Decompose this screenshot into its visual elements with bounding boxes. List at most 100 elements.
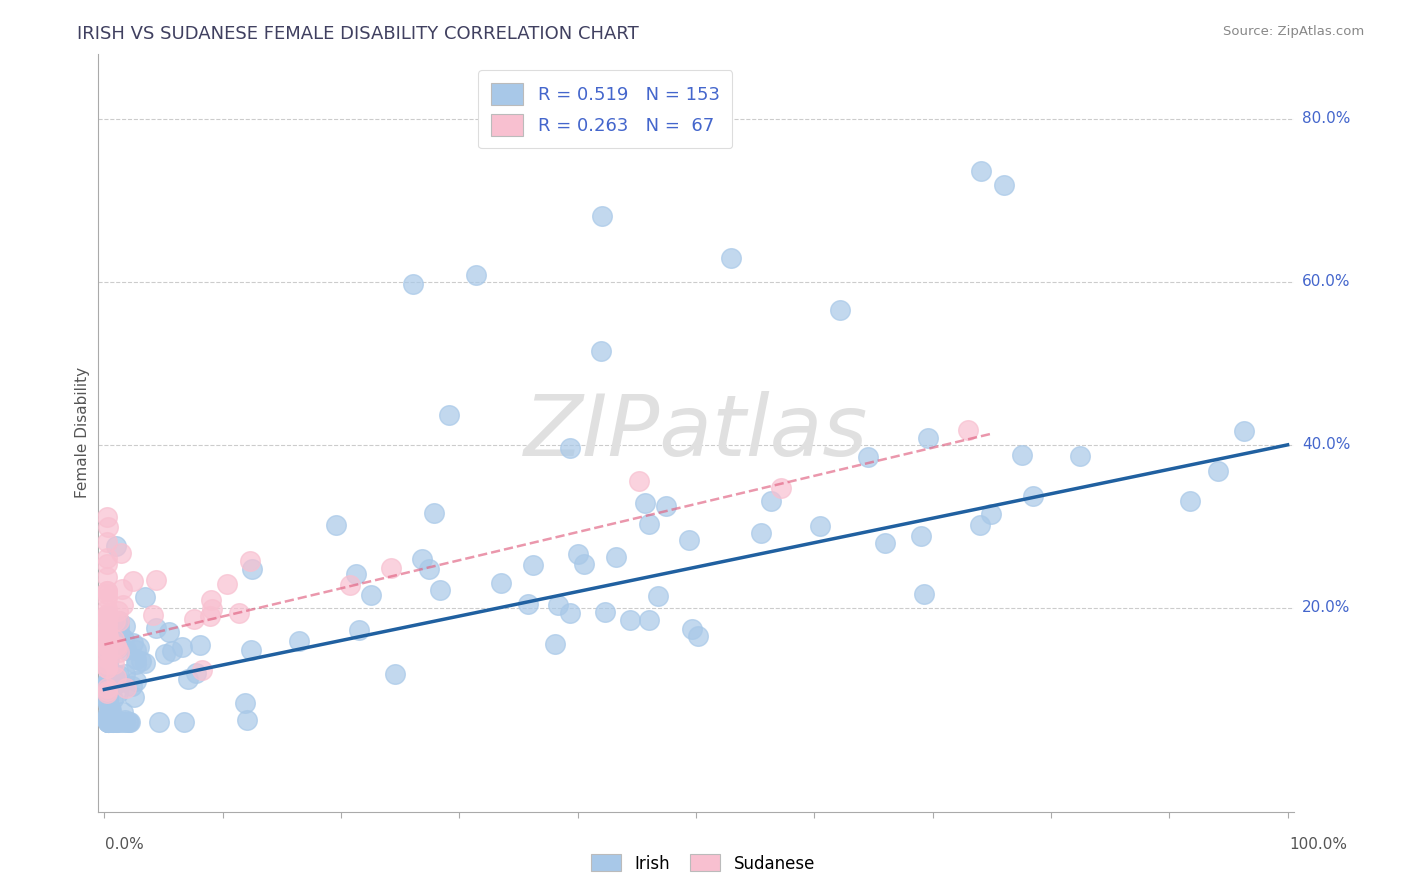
Point	[96, 557, 118, 571]
Point	[98, 676, 121, 690]
Point	[97, 641, 120, 656]
Point	[134, 590, 156, 604]
Point	[759, 494, 782, 508]
Point	[155, 648, 177, 662]
Point	[96, 608, 118, 623]
Point	[103, 679, 125, 693]
Point	[96, 648, 118, 662]
Point	[574, 557, 596, 571]
Point	[917, 431, 939, 445]
Point	[122, 636, 145, 650]
Text: 100.0%: 100.0%	[1289, 838, 1347, 852]
Point	[423, 506, 446, 520]
Point	[97, 641, 120, 656]
Point	[97, 612, 120, 626]
Point	[96, 661, 118, 675]
Point	[638, 516, 661, 531]
Point	[380, 561, 402, 575]
Point	[96, 616, 118, 631]
Point	[1180, 493, 1202, 508]
Point	[628, 474, 651, 488]
Point	[105, 714, 128, 729]
Point	[96, 686, 118, 700]
Point	[97, 713, 120, 727]
Point	[122, 690, 145, 705]
Point	[114, 667, 136, 681]
Point	[97, 687, 120, 701]
Point	[993, 178, 1015, 193]
Point	[117, 714, 139, 729]
Point	[96, 626, 118, 640]
Text: 80.0%: 80.0%	[1302, 112, 1350, 127]
Point	[655, 500, 678, 514]
Point	[957, 423, 980, 437]
Point	[107, 614, 129, 628]
Point	[97, 714, 120, 729]
Point	[638, 613, 661, 627]
Point	[97, 637, 120, 651]
Point	[103, 714, 125, 729]
Text: 40.0%: 40.0%	[1302, 437, 1350, 452]
Text: ZIPatlas: ZIPatlas	[524, 391, 868, 475]
Point	[114, 714, 136, 729]
Point	[101, 673, 124, 688]
Point	[97, 714, 120, 729]
Point	[105, 714, 128, 729]
Point	[97, 608, 120, 623]
Point	[970, 163, 993, 178]
Point	[96, 584, 118, 599]
Point	[190, 663, 212, 677]
Point	[96, 630, 118, 644]
Point	[769, 481, 792, 495]
Point	[589, 343, 612, 358]
Point	[114, 714, 136, 728]
Point	[183, 612, 205, 626]
Point	[108, 620, 131, 634]
Point	[97, 695, 120, 709]
Point	[134, 656, 156, 670]
Point	[344, 567, 367, 582]
Point	[96, 591, 118, 605]
Point	[97, 714, 120, 729]
Point	[112, 705, 135, 719]
Point	[96, 681, 118, 695]
Point	[605, 550, 627, 565]
Point	[103, 624, 125, 639]
Point	[107, 641, 129, 656]
Point	[97, 520, 120, 534]
Point	[125, 674, 148, 689]
Point	[97, 709, 120, 723]
Point	[97, 654, 120, 668]
Point	[97, 637, 120, 651]
Point	[856, 450, 879, 464]
Point	[96, 570, 118, 584]
Point	[1011, 448, 1033, 462]
Point	[157, 624, 180, 639]
Point	[97, 651, 120, 665]
Point	[112, 632, 135, 647]
Point	[1069, 449, 1091, 463]
Point	[97, 688, 120, 702]
Point	[619, 613, 641, 627]
Point	[104, 670, 127, 684]
Text: Source: ZipAtlas.com: Source: ZipAtlas.com	[1223, 25, 1364, 38]
Point	[910, 529, 932, 543]
Point	[875, 536, 897, 550]
Point	[240, 562, 263, 576]
Point	[560, 441, 582, 455]
Point	[239, 554, 262, 568]
Text: IRISH VS SUDANESE FEMALE DISABILITY CORRELATION CHART: IRISH VS SUDANESE FEMALE DISABILITY CORR…	[77, 25, 640, 43]
Point	[522, 558, 544, 572]
Point	[544, 637, 567, 651]
Point	[173, 714, 195, 729]
Point	[384, 667, 406, 681]
Point	[98, 714, 121, 729]
Point	[103, 632, 125, 646]
Point	[325, 518, 347, 533]
Point	[108, 645, 131, 659]
Point	[98, 702, 121, 716]
Point	[97, 693, 120, 707]
Point	[105, 641, 128, 656]
Point	[107, 714, 129, 729]
Point	[108, 614, 131, 628]
